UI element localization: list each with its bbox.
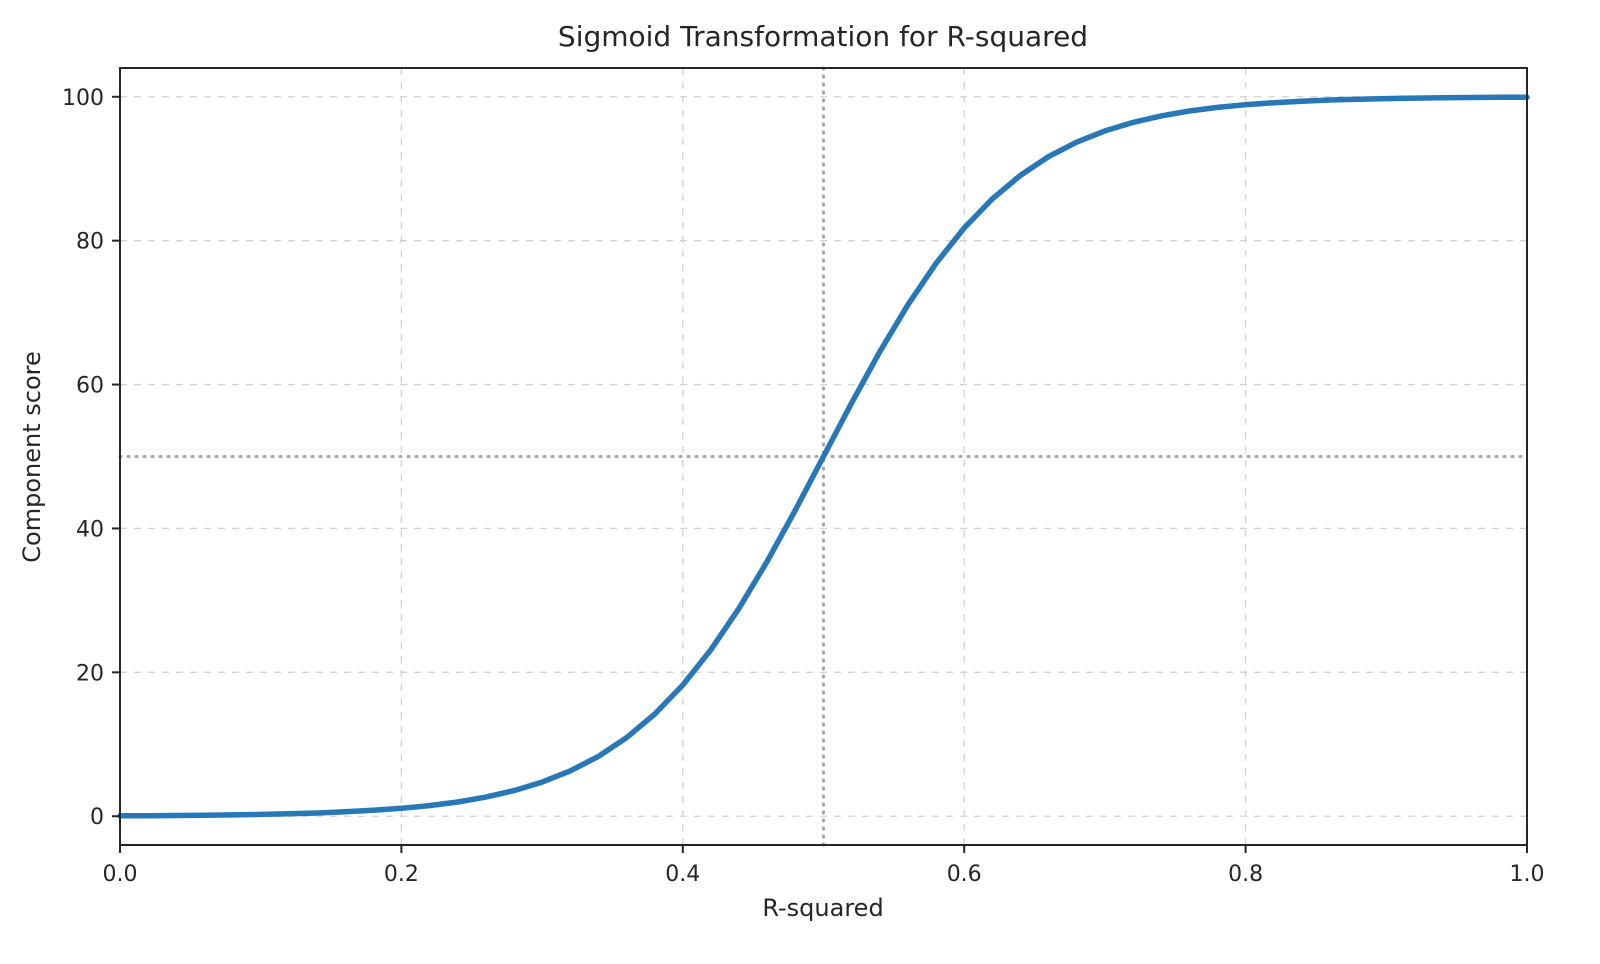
sigmoid-curve [117,94,1530,819]
plot-border [119,67,1528,846]
x-tick-label: 0.4 [665,862,700,887]
x-axis-label: R-squared [762,894,883,922]
y-tick-label: 0 [90,805,104,830]
y-tick-label: 20 [76,661,104,686]
x-tick-label: 1.0 [1510,862,1545,887]
y-tick-label: 100 [62,86,104,111]
y-tick-label: 80 [76,230,104,255]
plot-area: 0.0 0.2 0.4 0.6 0.8 1.0 0 20 40 60 80 100 [62,66,1545,887]
y-axis-label: Component score [18,351,46,562]
x-tick-label: 0.8 [1228,862,1263,887]
x-tick-label: 0.2 [384,862,419,887]
chart-title: Sigmoid Transformation for R-squared [558,20,1088,53]
x-tick-label: 0.0 [103,862,138,887]
x-tick-label: 0.6 [947,862,982,887]
y-tick-label: 40 [76,517,104,542]
y-tick-label: 60 [76,374,104,399]
